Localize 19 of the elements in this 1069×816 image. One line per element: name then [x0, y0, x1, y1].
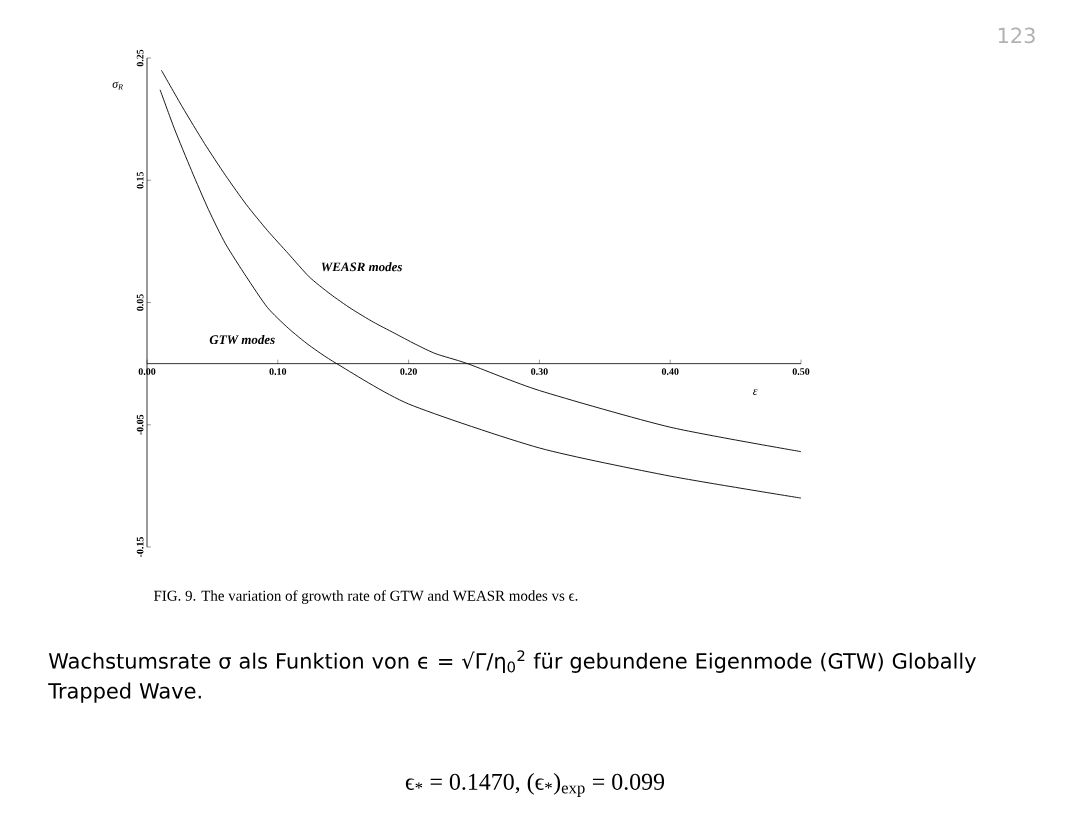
- y-axis-title: σ$_{R}$: [112, 81, 123, 90]
- x-tick-label: 0.00: [138, 368, 156, 375]
- y-tick-label: 0.05: [136, 294, 144, 311]
- text: Wachstumsrate σ als Funktion von ϵ = √Γ/η$_{0}$$^{2}$ für gebundene Eigenmode (GTW) Globally Trapped Wave.: [48, 650, 976, 703]
- x-axis-title: ε: [753, 389, 758, 395]
- series-label: GTW modes: [209, 334, 275, 345]
- y-tick-label: 0.15: [136, 171, 144, 189]
- x-tick-label: 0.10: [269, 368, 287, 375]
- text: ϵ$_{*}$ = 0.1470, (ϵ$_{*}$)$_{exp}$ = 0.099: [405, 773, 665, 797]
- caption: FIG. 9. The variation of growth rate of GTW and WEASR modes vs ϵ.: [153, 590, 578, 604]
- text: 123: [998, 27, 1035, 44]
- y-tick-label: -0.05: [136, 414, 144, 435]
- x-tick-label: 0.20: [400, 368, 417, 375]
- x-tick-label: 0.50: [792, 368, 810, 375]
- series-label: WEASR modes: [321, 262, 402, 272]
- x-tick-label: 0.40: [661, 368, 679, 375]
- x-tick-label: 0.30: [531, 368, 548, 375]
- y-tick-label: -0.15: [136, 536, 144, 558]
- y-tick-label: 0.25: [136, 49, 144, 67]
